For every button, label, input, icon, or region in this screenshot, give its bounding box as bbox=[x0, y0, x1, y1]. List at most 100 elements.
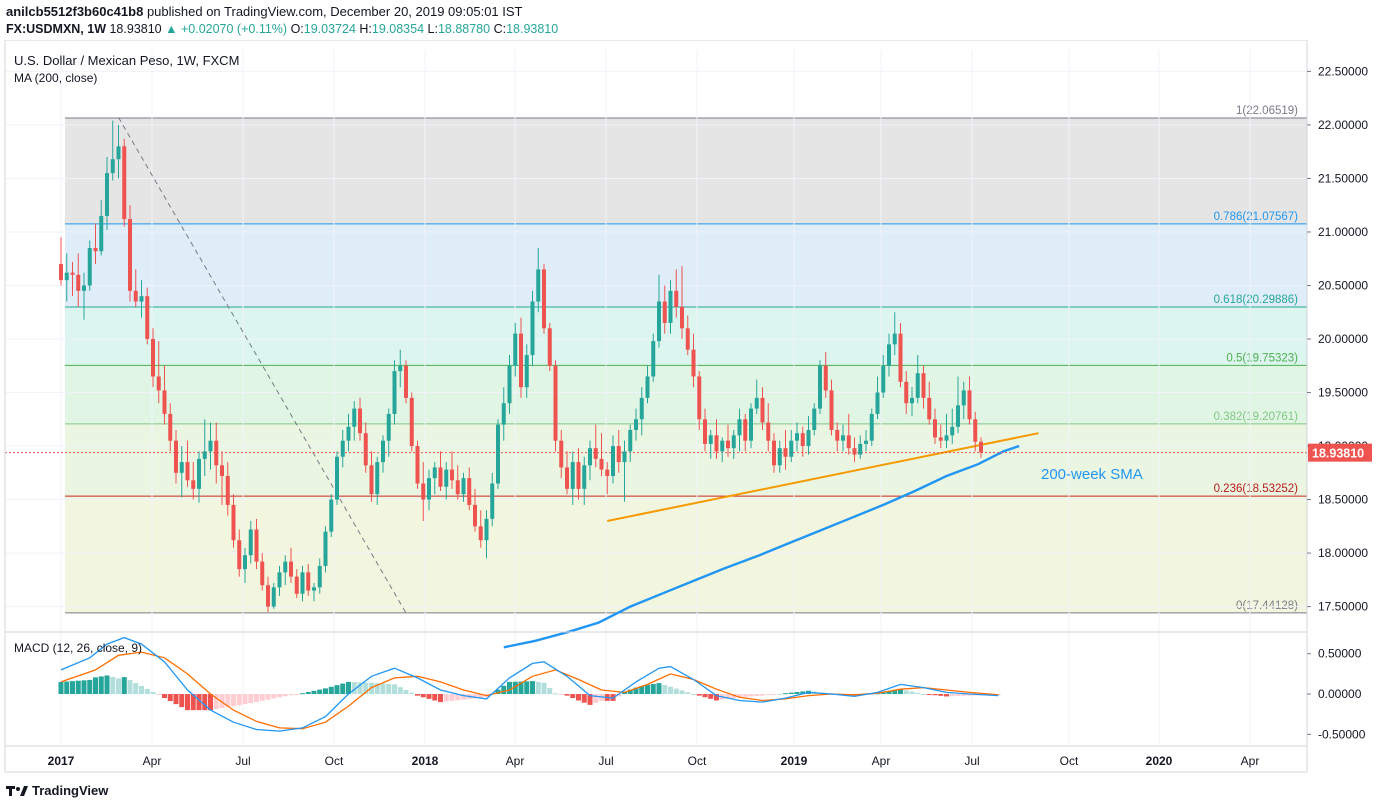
low-label: L: bbox=[427, 22, 438, 36]
candle-body bbox=[864, 440, 868, 444]
candle-body bbox=[662, 301, 667, 323]
candle-body bbox=[450, 469, 454, 481]
candle-body bbox=[455, 480, 460, 495]
macd-histogram-bar bbox=[254, 694, 259, 703]
candle-body bbox=[944, 435, 949, 441]
candle-body bbox=[961, 390, 966, 406]
macd-histogram-bar bbox=[265, 694, 271, 700]
macd-histogram-bar bbox=[708, 694, 714, 699]
macd-histogram-bar bbox=[208, 694, 213, 711]
candle-body bbox=[484, 518, 489, 541]
candle-body bbox=[156, 376, 161, 391]
macd-signal-line bbox=[60, 651, 999, 730]
macd-histogram-bar bbox=[70, 681, 75, 695]
candle-body bbox=[634, 419, 638, 430]
macd-histogram-bar bbox=[524, 681, 530, 695]
macd-histogram-bar bbox=[392, 684, 397, 695]
candle-body bbox=[473, 504, 477, 527]
macd-histogram-bar bbox=[949, 694, 955, 697]
price-chart[interactable]: 1(22.06519) 0.786(21.07567) 0.618(20.29886… bbox=[0, 40, 1380, 780]
macd-histogram-bar bbox=[800, 691, 806, 695]
candles bbox=[59, 120, 983, 612]
candle-body bbox=[346, 426, 351, 441]
candle-body bbox=[714, 435, 719, 452]
macd-histogram-bar bbox=[162, 694, 167, 699]
close-label: C: bbox=[493, 22, 507, 36]
macd-histogram-bar bbox=[587, 694, 593, 705]
fibonacci-retracement[interactable]: 1(22.06519) 0.786(21.07567) 0.618(20.29886… bbox=[65, 105, 1307, 614]
candle-body bbox=[283, 561, 288, 573]
support-trendline bbox=[607, 432, 1039, 522]
macd-histogram-bar bbox=[702, 694, 708, 698]
macd-histogram-bar bbox=[501, 685, 507, 695]
chart-frame bbox=[4, 40, 1308, 773]
macd-histogram-bar bbox=[742, 694, 748, 697]
macd-histogram-bar bbox=[771, 694, 777, 696]
macd-histogram-bar bbox=[225, 694, 231, 708]
candle-body bbox=[726, 440, 730, 449]
macd-histogram-bar bbox=[185, 694, 190, 711]
chart-title: U.S. Dollar / Mexican Peso, 1W, FXCM bbox=[14, 53, 239, 68]
candle-body bbox=[64, 272, 69, 281]
published-text: published on TradingView.com, December 2… bbox=[146, 4, 523, 19]
ma-annotation: 200-week SMA bbox=[1041, 466, 1143, 483]
candle-body bbox=[979, 441, 983, 453]
candle-body bbox=[754, 397, 759, 409]
candle-body bbox=[87, 248, 92, 286]
candle-body bbox=[760, 397, 765, 423]
macd-histogram-bar bbox=[397, 687, 403, 695]
candle-body bbox=[289, 561, 293, 577]
x-tick-label: Jul bbox=[964, 754, 979, 768]
candle-body bbox=[887, 344, 891, 366]
macd-histogram-bar bbox=[547, 687, 553, 695]
candle-body bbox=[938, 437, 943, 441]
candle-body bbox=[392, 371, 397, 414]
macd-histogram-bar bbox=[944, 694, 949, 697]
footer-brand[interactable]: TradingView bbox=[6, 783, 108, 798]
macd-histogram-bar bbox=[788, 692, 794, 695]
ma-legend: MA (200, close) bbox=[14, 71, 97, 85]
x-tick-label: 2018 bbox=[412, 754, 439, 768]
macd-histogram-bar bbox=[116, 678, 121, 695]
macd-histogram-bar bbox=[915, 692, 921, 695]
macd-histogram-bar bbox=[294, 694, 300, 696]
macd-histogram-bar bbox=[219, 694, 225, 709]
x-tick-label: 2020 bbox=[1146, 754, 1173, 768]
macd-histogram-bar bbox=[236, 694, 242, 706]
y-tick-label: 18.00000 bbox=[1318, 546, 1368, 560]
macd-legend: MACD (12, 26, close, 9) bbox=[14, 641, 142, 655]
candle-body bbox=[490, 483, 495, 519]
candle-body bbox=[461, 478, 466, 495]
macd-histogram-bar bbox=[179, 694, 185, 708]
macd-histogram-bar bbox=[570, 694, 576, 699]
macd-histogram-bar bbox=[507, 681, 512, 695]
candle-body bbox=[950, 426, 955, 436]
symbol: FX:USDMXN, 1W bbox=[6, 22, 106, 36]
macd-histogram-bar bbox=[541, 682, 547, 695]
candle-body bbox=[599, 458, 604, 470]
candle-body bbox=[352, 408, 357, 427]
macd-histogram-bar bbox=[478, 694, 484, 698]
macd-histogram-bar bbox=[679, 690, 685, 695]
macd-histogram-bar bbox=[277, 694, 282, 698]
brand-text: TradingView bbox=[32, 783, 109, 798]
macd-histogram-bar bbox=[880, 692, 886, 695]
macd-y-tick-label: 0.50000 bbox=[1318, 647, 1362, 661]
fib-zone bbox=[65, 365, 1307, 424]
y-tick-label: 18.50000 bbox=[1318, 493, 1368, 507]
macd-histogram-bar bbox=[346, 681, 351, 695]
candle-body bbox=[530, 301, 535, 356]
macd-histogram-bar bbox=[380, 683, 386, 695]
macd-line bbox=[60, 636, 999, 732]
macd-histogram-bar bbox=[104, 675, 110, 695]
y-tick-label: 21.50000 bbox=[1318, 171, 1368, 185]
candle-body bbox=[806, 429, 811, 447]
macd-histogram-bar bbox=[127, 680, 133, 695]
candle-body bbox=[708, 435, 713, 444]
macd-histogram-bar bbox=[213, 694, 219, 710]
fib-level-label: 0.382(19.20761) bbox=[1214, 411, 1299, 423]
macd-histogram-bar bbox=[271, 694, 277, 699]
macd-histogram-bar bbox=[81, 680, 87, 695]
macd-histogram-bar bbox=[420, 694, 426, 698]
x-tick-label: Apr bbox=[1241, 754, 1260, 768]
